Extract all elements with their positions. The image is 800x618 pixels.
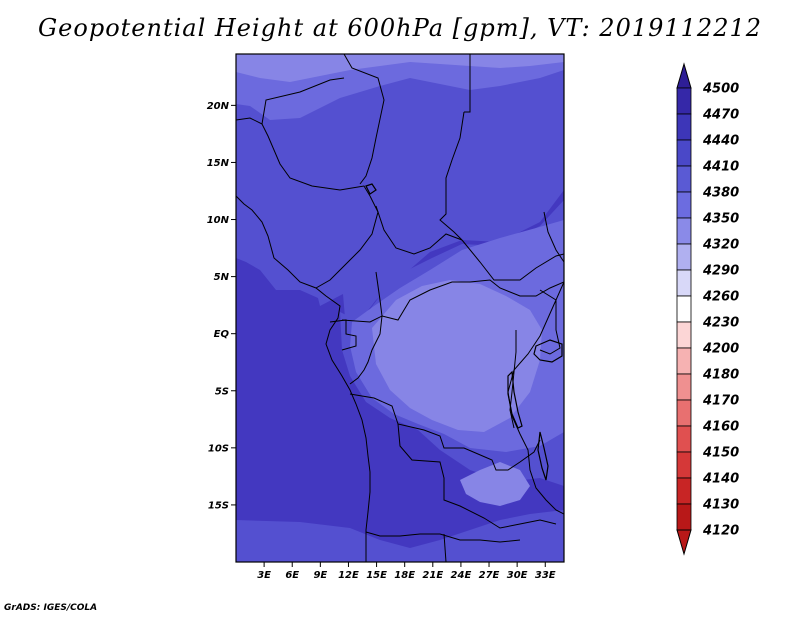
lon-tick-label: 24E — [451, 570, 472, 581]
border-angola-zambia — [397, 423, 557, 529]
colorbar-segment — [676, 243, 692, 271]
coastline-west-africa — [236, 195, 371, 562]
lake-tanganyika — [507, 370, 523, 429]
colorbar-label: 4380 — [702, 186, 739, 201]
lakes — [365, 183, 563, 481]
colorbar-label: 4470 — [702, 108, 739, 123]
lon-tick-label: 33E — [535, 570, 556, 581]
height-field — [236, 54, 564, 562]
lake-chad — [365, 183, 377, 195]
footer-credit: GrADS: IGES/COLA — [4, 603, 98, 613]
lat-tick-label: 5S — [215, 386, 229, 397]
colorbar-segment — [676, 451, 692, 479]
colorbar-label: 4230 — [702, 316, 739, 331]
lon-tick-label: 27E — [479, 570, 500, 581]
colorbar-label: 4150 — [702, 446, 739, 461]
colorbar-segment — [676, 165, 692, 193]
lat-tick-label: 20N — [207, 101, 230, 112]
lon-tick-label: 21E — [422, 570, 443, 581]
colorbar-segment — [676, 373, 692, 401]
border-congo — [341, 315, 383, 385]
lat-tick-label: EQ — [214, 329, 230, 340]
colorbar-label: 4350 — [702, 212, 739, 227]
field-4410-sw — [236, 510, 564, 562]
field-4350-central — [372, 280, 542, 432]
colorbar-segment — [676, 113, 692, 141]
colorbar-label: 4120 — [702, 524, 739, 539]
colorbar-segment — [676, 87, 692, 115]
border-algeria-libya — [343, 54, 385, 185]
lon-tick-label: 30E — [507, 570, 528, 581]
lon-tick-label: 18E — [394, 570, 415, 581]
border-kenya — [539, 289, 561, 355]
border-chad-car — [375, 205, 463, 255]
colorbar-segment — [676, 425, 692, 453]
colorbar-label: 4260 — [702, 290, 739, 305]
border-chad-sudan — [439, 111, 465, 241]
colorbar-label: 4200 — [702, 342, 739, 357]
colorbar-label: 4130 — [702, 498, 739, 513]
colorbar-label: 4140 — [702, 472, 739, 487]
colorbar-segment — [676, 217, 692, 245]
field-4410-north — [236, 54, 564, 326]
colorbar-segment — [676, 321, 692, 349]
lat-tick-label: 15S — [208, 500, 229, 511]
border-ethiopia — [543, 211, 564, 263]
lat-ticks: 20N 15N 10N 5N EQ 5S 10S 15S — [207, 101, 236, 511]
border-sudan-southsudan — [461, 239, 564, 281]
colorbar-segment — [676, 477, 692, 505]
colorbar-segment — [676, 399, 692, 427]
lon-ticks: 3E 6E 9E 12E 15E 18E 21E 24E 27E 30E 33E — [257, 562, 556, 581]
colorbar: 4500 4470 4440 4410 4380 4350 4320 4290 4260 4230… — [676, 62, 739, 556]
colorbar-segment — [676, 295, 692, 323]
colorbar-segment — [676, 503, 692, 531]
colorbar-label: 4320 — [702, 238, 739, 253]
lat-tick-label: 10N — [207, 215, 230, 226]
colorbar-label: 4410 — [702, 160, 739, 175]
colorbar-segment — [676, 139, 692, 167]
border-nigeria-cameroon — [315, 195, 379, 289]
colorbar-label: 4500 — [702, 82, 739, 97]
lon-tick-label: 12E — [338, 570, 359, 581]
colorbar-label: 4160 — [702, 420, 739, 435]
colorbar-segment — [676, 191, 692, 219]
colorbar-segment — [676, 347, 692, 375]
border-libya-egypt — [464, 54, 471, 113]
border-angola-namibia — [365, 531, 521, 543]
map-frame — [235, 53, 565, 563]
colorbar-label: 4290 — [702, 264, 739, 279]
field-4350-south — [460, 462, 530, 506]
coastline-east-africa — [507, 281, 564, 515]
lon-tick-label: 9E — [313, 570, 327, 581]
lon-tick-label: 3E — [257, 570, 271, 581]
lake-malawi — [537, 431, 549, 481]
lat-tick-label: 10S — [208, 443, 229, 454]
colorbar-label: 4180 — [702, 368, 739, 383]
borders — [236, 54, 564, 562]
lat-tick-label: 15N — [207, 158, 230, 169]
lake-victoria — [533, 339, 563, 363]
colorbar-bottom-arrow — [676, 529, 692, 556]
border-drc-angola — [349, 393, 541, 471]
border-niger-nigeria — [261, 123, 371, 197]
lon-tick-label: 6E — [285, 570, 299, 581]
colorbar-segment — [676, 269, 692, 297]
colorbar-label: 4170 — [702, 394, 739, 409]
lon-tick-label: 15E — [366, 570, 387, 581]
colorbar-top-arrow — [676, 62, 692, 89]
chart-title: Geopotential Height at 600hPa [gpm], VT:… — [38, 14, 762, 42]
border-namibia-botswana — [443, 533, 447, 562]
border-cameroon-car — [375, 271, 564, 321]
border-mali-niger — [236, 77, 345, 125]
lat-tick-label: 5N — [214, 272, 230, 283]
colorbar-label: 4440 — [702, 134, 739, 149]
border-gabon — [329, 319, 357, 351]
field-4350-north — [236, 54, 564, 82]
